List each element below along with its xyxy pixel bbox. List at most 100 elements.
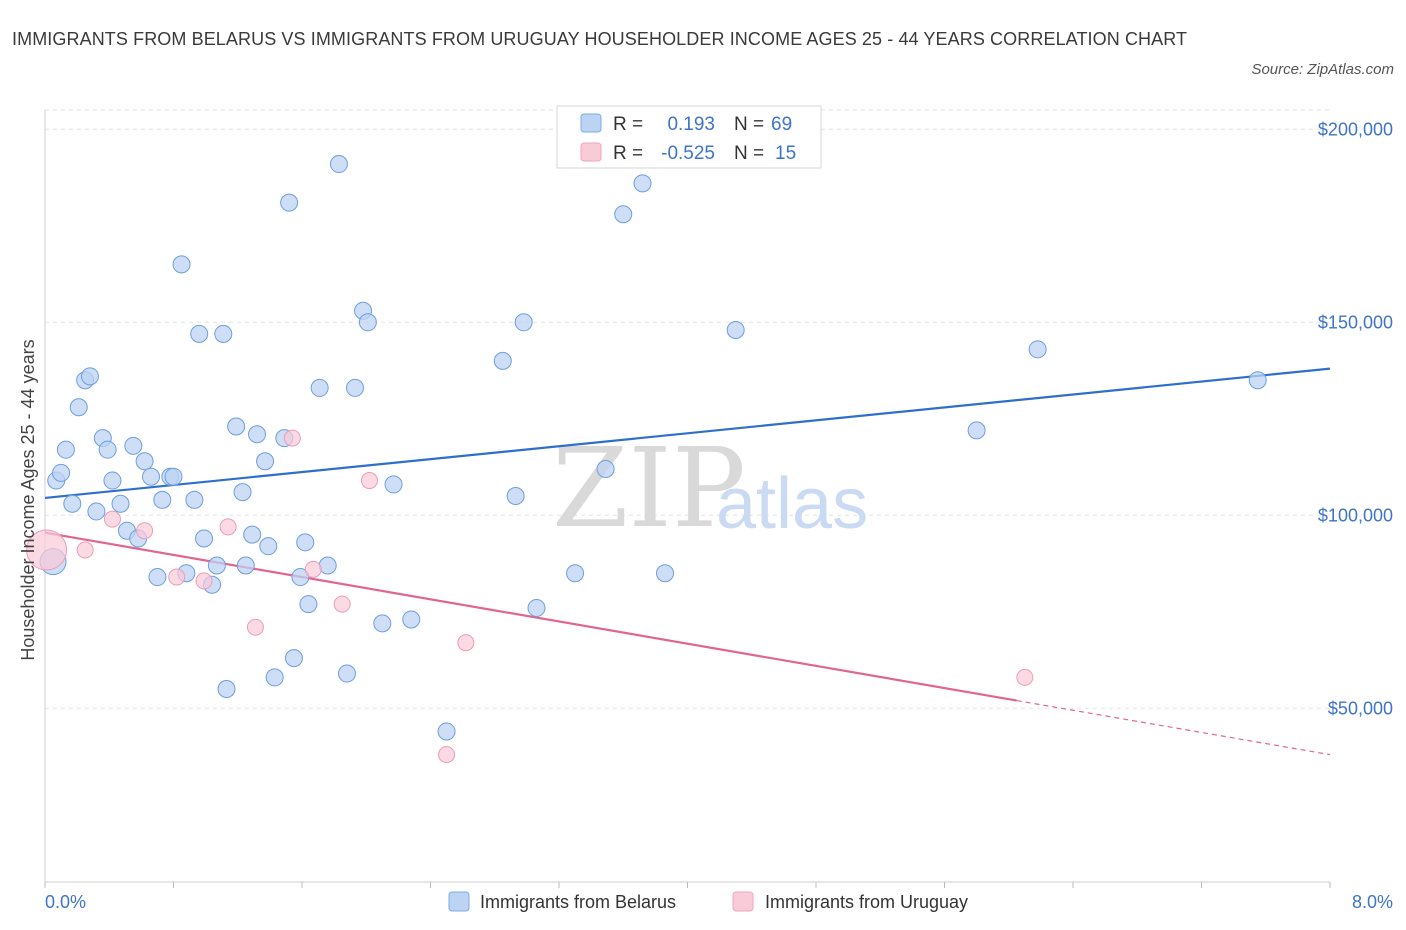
- legend-belarus-label[interactable]: Immigrants from Belarus: [480, 892, 676, 912]
- uruguay-point[interactable]: [360, 472, 378, 490]
- belarus-point[interactable]: [596, 459, 615, 478]
- uruguay-n-value: 15: [775, 143, 796, 164]
- uruguay-point[interactable]: [438, 746, 456, 764]
- belarus-point[interactable]: [63, 494, 82, 513]
- belarus-point[interactable]: [69, 398, 88, 417]
- belarus-point[interactable]: [337, 664, 356, 683]
- belarus-point[interactable]: [656, 564, 675, 583]
- belarus-point[interactable]: [164, 467, 183, 486]
- belarus-point[interactable]: [280, 193, 299, 212]
- belarus-point[interactable]: [243, 525, 262, 544]
- belarus-point[interactable]: [506, 487, 525, 505]
- belarus-point[interactable]: [103, 471, 122, 490]
- chart-title: IMMIGRANTS FROM BELARUS VS IMMIGRANTS FR…: [12, 29, 1188, 49]
- belarus-point[interactable]: [56, 440, 75, 459]
- belarus-point[interactable]: [1248, 371, 1267, 390]
- belarus-point[interactable]: [259, 537, 278, 556]
- belarus-point[interactable]: [195, 529, 214, 548]
- uruguay-point[interactable]: [168, 568, 186, 586]
- uruguay-point[interactable]: [136, 522, 154, 540]
- legend-belarus-swatch[interactable]: [448, 891, 470, 912]
- watermark: ZIP atlas: [552, 424, 868, 552]
- uruguay-point[interactable]: [283, 429, 301, 447]
- uruguay-point[interactable]: [219, 518, 237, 536]
- belarus-point[interactable]: [346, 378, 365, 397]
- belarus-trend-line: [44, 367, 1331, 500]
- uruguay-trend-line: [44, 531, 1017, 702]
- uruguay-point[interactable]: [457, 634, 475, 652]
- belarus-n-value: 69: [771, 114, 792, 135]
- belarus-point[interactable]: [153, 490, 172, 509]
- belarus-point[interactable]: [185, 490, 204, 509]
- belarus-point[interactable]: [358, 313, 377, 332]
- belarus-point[interactable]: [233, 483, 252, 502]
- uruguay-n-label: N =: [734, 143, 764, 164]
- belarus-point[interactable]: [217, 680, 236, 698]
- uruguay-point[interactable]: [1016, 668, 1034, 686]
- belarus-point[interactable]: [124, 436, 143, 455]
- belarus-point[interactable]: [310, 378, 329, 397]
- belarus-point[interactable]: [1028, 340, 1047, 359]
- belarus-point[interactable]: [493, 351, 512, 370]
- uruguay-trend-extension: [1016, 699, 1331, 756]
- y-tick-label: $50,000: [1328, 698, 1393, 718]
- uruguay-point[interactable]: [304, 560, 322, 578]
- uruguay-point[interactable]: [333, 595, 351, 613]
- belarus-point[interactable]: [87, 502, 106, 521]
- legend-uruguay-label[interactable]: Immigrants from Uruguay: [765, 892, 968, 912]
- uruguay-point[interactable]: [26, 529, 68, 571]
- uruguay-point[interactable]: [103, 510, 121, 528]
- chart-source: Source: ZipAtlas.com: [1251, 61, 1394, 78]
- uruguay-point[interactable]: [76, 541, 94, 559]
- belarus-point[interactable]: [284, 649, 303, 668]
- y-axis-label: Householder Income Ages 25 - 44 years: [18, 339, 38, 660]
- belarus-point[interactable]: [527, 598, 546, 617]
- watermark-atlas: atlas: [716, 464, 868, 544]
- belarus-point[interactable]: [402, 610, 421, 629]
- belarus-point[interactable]: [52, 463, 71, 482]
- belarus-point[interactable]: [373, 614, 392, 633]
- x-tick-label-max: 8.0%: [1352, 892, 1393, 912]
- belarus-point[interactable]: [265, 668, 284, 687]
- belarus-point[interactable]: [190, 324, 209, 343]
- belarus-point[interactable]: [248, 425, 267, 444]
- belarus-point[interactable]: [726, 321, 745, 340]
- belarus-point[interactable]: [633, 174, 652, 193]
- belarus-point[interactable]: [318, 556, 337, 575]
- uruguay-point[interactable]: [195, 572, 213, 590]
- belarus-point[interactable]: [207, 556, 226, 575]
- grid-lines: [45, 109, 1330, 709]
- belarus-point[interactable]: [111, 494, 130, 513]
- belarus-point[interactable]: [384, 475, 403, 494]
- belarus-point[interactable]: [296, 533, 315, 552]
- stats-legend: R = 0.193 N = 69 R = -0.525 N = 15: [556, 105, 822, 169]
- belarus-point[interactable]: [227, 417, 246, 436]
- trend-lines: [44, 367, 1331, 756]
- legend-uruguay-swatch[interactable]: [732, 891, 754, 912]
- belarus-r-label: R =: [613, 114, 643, 135]
- belarus-point[interactable]: [98, 440, 117, 459]
- belarus-point[interactable]: [329, 155, 348, 174]
- uruguay-point[interactable]: [246, 618, 264, 636]
- belarus-point[interactable]: [291, 568, 310, 587]
- belarus-point[interactable]: [256, 452, 275, 471]
- belarus-point[interactable]: [236, 556, 255, 575]
- data-points: [26, 155, 1267, 764]
- y-tick-label: $150,000: [1318, 312, 1393, 332]
- belarus-point[interactable]: [437, 722, 456, 741]
- bottom-legend: Immigrants from Belarus Immigrants from …: [448, 891, 968, 912]
- belarus-swatch: [580, 113, 602, 133]
- belarus-point[interactable]: [967, 421, 986, 440]
- belarus-point[interactable]: [614, 205, 633, 224]
- belarus-point[interactable]: [80, 367, 99, 386]
- x-ticks: [44, 882, 1331, 888]
- belarus-point[interactable]: [142, 467, 161, 486]
- belarus-point[interactable]: [148, 568, 167, 587]
- belarus-point[interactable]: [299, 595, 318, 614]
- belarus-point[interactable]: [135, 452, 154, 471]
- belarus-point[interactable]: [566, 564, 585, 583]
- belarus-point[interactable]: [214, 324, 233, 343]
- belarus-point[interactable]: [514, 313, 533, 332]
- belarus-point[interactable]: [172, 255, 191, 274]
